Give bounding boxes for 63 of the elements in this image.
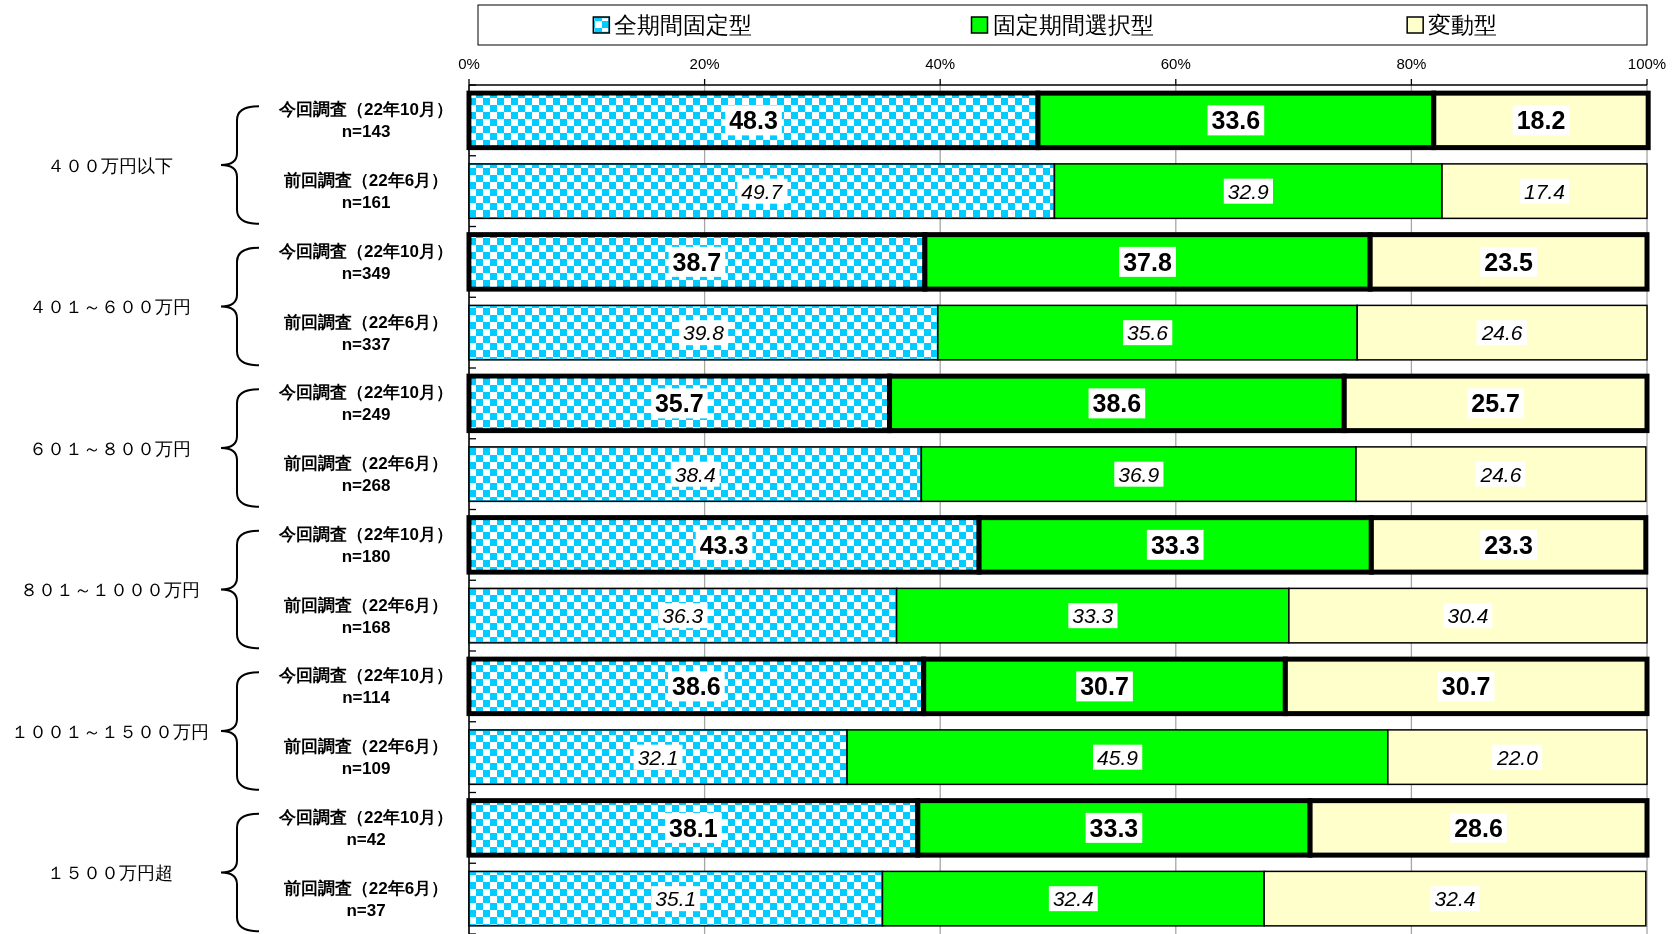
text: ６０１～８００万円 <box>29 438 191 459</box>
legend-label: 変動型 <box>1428 12 1498 38</box>
data-label: 38.6 <box>1092 389 1142 418</box>
x-tick-label: 0% <box>458 55 480 72</box>
y-tick-label: 前回調査（22年6月） n=109 <box>282 737 449 779</box>
data-label: 33.6 <box>1211 106 1261 135</box>
y-tick-label: 前回調査（22年6月） n=168 <box>282 595 449 637</box>
data-label: 38.6 <box>672 672 721 701</box>
text: ８０１～１０００万円 <box>20 580 200 601</box>
data-label: 36.3 <box>662 604 704 628</box>
y-tick-label: 今回調査（22年10月） n=42 <box>278 807 453 849</box>
data-label: 23.3 <box>1484 530 1533 559</box>
data-label: 38.4 <box>674 462 716 486</box>
data-label: 32.1 <box>637 745 679 769</box>
y-tick-label: 前回調査（22年6月） n=161 <box>282 171 449 213</box>
data-label: 45.9 <box>1097 745 1139 769</box>
data-label: 33.3 <box>1072 604 1114 628</box>
y-tick-label: 前回調査（22年6月） n=37 <box>282 878 449 920</box>
data-label: 17.4 <box>1524 179 1565 203</box>
data-label: 22.0 <box>1495 745 1539 769</box>
data-label: 43.3 <box>699 530 749 559</box>
data-label: 35.1 <box>655 887 697 911</box>
x-tick-label: 60% <box>1160 55 1191 72</box>
data-label: 32.9 <box>1227 179 1269 203</box>
x-tick-label: 20% <box>689 55 720 72</box>
data-label: 48.3 <box>729 106 778 135</box>
text: ４００万円以下 <box>47 155 173 176</box>
data-label: 35.7 <box>654 389 704 418</box>
y-tick-label: 今回調査（22年10月） n=180 <box>278 524 453 566</box>
y-tick-label: 今回調査（22年10月） n=249 <box>278 383 453 425</box>
data-label: 23.5 <box>1484 247 1533 276</box>
data-label: 33.3 <box>1150 530 1200 559</box>
data-label: 32.4 <box>1434 887 1476 911</box>
legend-label: 固定期間選択型 <box>992 12 1154 38</box>
data-label: 36.9 <box>1118 462 1160 486</box>
text: １００１～１５００万円 <box>11 721 209 742</box>
data-label: 49.7 <box>741 179 784 203</box>
y-tick-label: 今回調査（22年10月） n=114 <box>278 666 453 708</box>
data-label: 25.7 <box>1471 389 1520 418</box>
y-tick-label: 今回調査（22年10月） n=143 <box>278 100 453 142</box>
data-label: 24.6 <box>1479 462 1522 486</box>
y-tick-label: 前回調査（22年6月） n=337 <box>282 312 449 354</box>
data-label: 30.7 <box>1080 672 1129 701</box>
data-label: 32.4 <box>1052 887 1094 911</box>
y-tick-label: 今回調査（22年10月） n=349 <box>278 241 453 283</box>
x-tick-label: 100% <box>1627 55 1667 72</box>
data-label: 38.7 <box>672 247 722 276</box>
data-label: 39.8 <box>682 321 725 345</box>
data-label: 30.7 <box>1441 672 1491 701</box>
data-label: 24.6 <box>1480 321 1523 345</box>
data-label: 30.4 <box>1447 604 1489 628</box>
text: ４０１～６００万円 <box>29 297 191 318</box>
data-label: 38.1 <box>669 813 718 842</box>
data-label: 33.3 <box>1089 813 1139 842</box>
data-label: 35.6 <box>1127 321 1169 345</box>
y-tick-label: 前回調査（22年6月） n=268 <box>282 454 449 496</box>
legend-label: 全期間固定型 <box>614 12 753 38</box>
data-label: 18.2 <box>1516 106 1566 135</box>
x-tick-label: 80% <box>1396 55 1427 72</box>
data-label: 37.8 <box>1123 247 1172 276</box>
data-label: 28.6 <box>1454 813 1503 842</box>
text: １５００万円超 <box>47 863 173 884</box>
x-tick-label: 40% <box>925 55 956 72</box>
